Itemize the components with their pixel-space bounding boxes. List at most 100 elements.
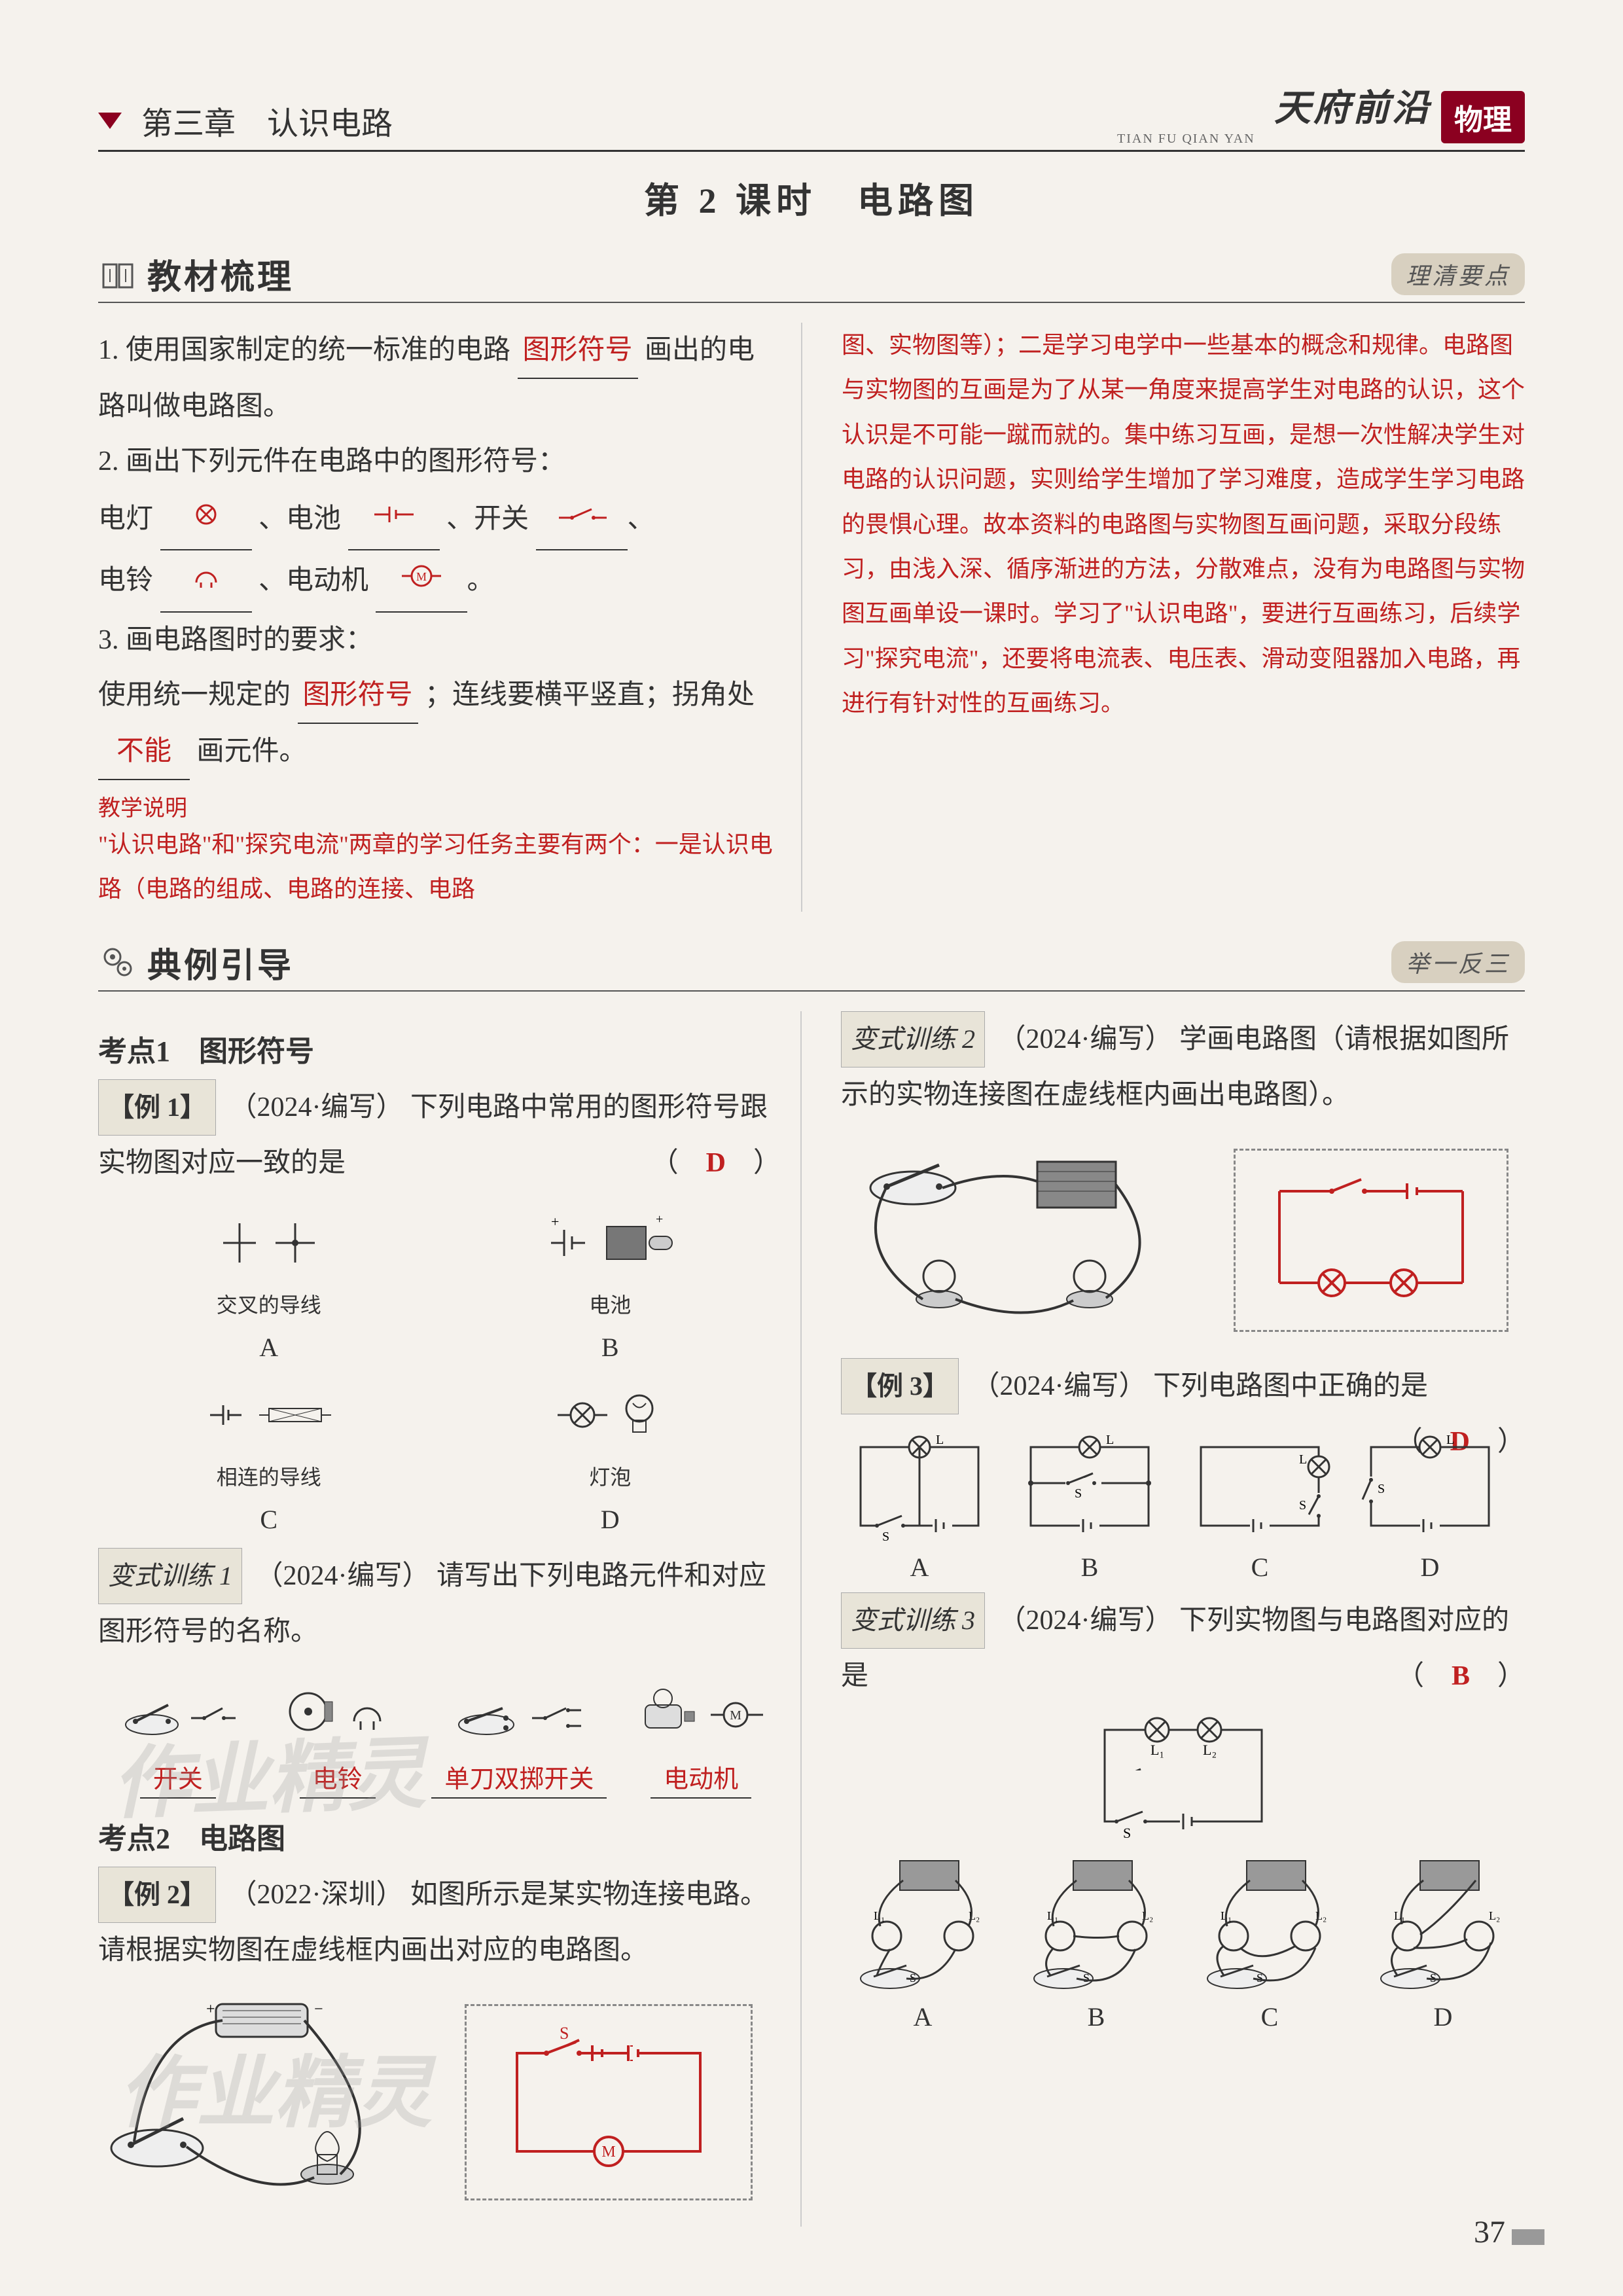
ex2-figures: +− — [98, 1991, 781, 2214]
circuit-answer-box — [1234, 1149, 1508, 1332]
section1-tag: 理清要点 — [1391, 253, 1525, 295]
brand-name: 天府前沿 — [1274, 79, 1431, 132]
text: 1. 使用国家制定的统一标准的电路 — [98, 335, 510, 365]
section1-title: 教材梳理 — [147, 249, 294, 298]
svg-text:+: + — [206, 2001, 215, 2018]
section2-header: 典例引导 举一反三 — [98, 938, 1525, 992]
answer: B — [1452, 1661, 1470, 1691]
svg-text:S: S — [1378, 1482, 1385, 1496]
switch-symbol — [536, 489, 628, 550]
caption: 交叉的导线 — [217, 1289, 321, 1319]
brand-pinyin: TIAN FU QIAN YAN — [1117, 132, 1255, 147]
triangle-marker-icon — [98, 113, 122, 129]
variant-label: 变式训练 3 — [841, 1592, 985, 1649]
text: 、开关 — [446, 504, 529, 534]
var3-options: L₁ L₂ S A L₁ L₂ S — [841, 1851, 1525, 2032]
circuit-diagram-b: L S — [1011, 1427, 1168, 1545]
review-content: 1. 使用国家制定的统一标准的电路 图形符号 画出的电路叫做电路图。 2. 画出… — [98, 323, 1525, 912]
physical-diagram-b: L₁ L₂ S — [1014, 1851, 1178, 1995]
svg-text:M: M — [730, 1708, 741, 1723]
caption: 灯泡 — [589, 1461, 631, 1491]
header-left: 第三章 认识电路 — [98, 98, 393, 143]
source: （2024·编写） — [230, 1092, 404, 1122]
lamp-symbol — [160, 489, 252, 550]
page-bar-icon — [1512, 2229, 1544, 2245]
text: 2. 画出下列元件在电路中的图形符号： — [98, 434, 781, 489]
bell-physical-icon — [272, 1672, 403, 1751]
text: 画元件。 — [197, 736, 307, 766]
svg-text:−: − — [314, 2001, 323, 2018]
ex3-options: L S A L — [841, 1427, 1395, 1583]
text: 电灯 — [98, 504, 153, 534]
svg-text:L₁: L₁ — [1394, 1909, 1405, 1922]
svg-text:S: S — [1257, 1971, 1263, 1984]
kaodian1: 考点1 图形符号 — [98, 1028, 781, 1069]
option-letter: D — [601, 1504, 620, 1535]
section2-title: 典例引导 — [147, 938, 294, 987]
option-letter: C — [260, 1504, 277, 1535]
svg-text:L₂: L₂ — [1203, 1742, 1217, 1758]
svg-text:S: S — [1299, 1498, 1306, 1513]
text: 3. 画电路图时的要求： — [98, 613, 781, 668]
svg-text:S: S — [1430, 1971, 1436, 1984]
circuit-answer-box: S M — [465, 2004, 753, 2200]
svg-text:+: + — [551, 1213, 559, 1230]
source: （2024·编写） — [972, 1371, 1147, 1401]
review-item3: 3. 画电路图时的要求： 使用统一规定的 图形符号 ；连线要横平竖直；拐角处 不… — [98, 613, 781, 780]
option-letter: C — [1261, 2001, 1279, 2032]
teaching-note-right: 图、实物图等）；二是学习电学中一些基本的概念和规律。电路图与实物图的互画是为了从… — [842, 323, 1525, 726]
kaodian2: 考点2 电路图 — [98, 1815, 781, 1857]
answer: D — [706, 1148, 726, 1178]
reference-circuit-diagram: L₁ L₂ S — [1079, 1710, 1288, 1841]
motor-physical-icon: M — [635, 1672, 766, 1751]
source: （2024·编写） — [999, 1024, 1173, 1054]
bell-symbol — [160, 550, 252, 612]
svg-text:M: M — [601, 2144, 615, 2161]
examples-content: 考点1 图形符号 【例 1】 （2024·编写） 下列电路中常用的图形符号跟实物… — [98, 1011, 1525, 2227]
chapter-title: 第三章 认识电路 — [141, 98, 393, 143]
answer-paren: （ D ） — [651, 1136, 781, 1191]
ex1-options-row2: 相连的导线 C 灯泡 D — [98, 1376, 781, 1535]
header-right: 天府前沿 TIAN FU QIAN YAN 物理 — [1274, 79, 1525, 143]
blank-answer: 图形符号 — [298, 668, 418, 724]
variant2: 变式训练 2 （2024·编写） 学画电路图（请根据如图所示的实物连接图在虚线框… — [841, 1011, 1525, 1122]
physical-diagram-a: L₁ L₂ S — [841, 1851, 1005, 1995]
svg-text:M: M — [416, 570, 427, 583]
circuit-diagram-d: L S — [1351, 1427, 1508, 1545]
var1-components: 开关 电铃 — [98, 1672, 781, 1799]
caption: 电池 — [589, 1289, 631, 1319]
gear-icon — [98, 942, 137, 982]
ex1-options-row1: 交叉的导线 A + + 电池 B — [98, 1204, 781, 1363]
example-label: 【例 1】 — [98, 1079, 216, 1136]
option-letter: A — [910, 1552, 929, 1583]
physical-diagram-d: L₁ L₂ S — [1361, 1851, 1525, 1995]
option-letter: D — [1421, 1552, 1440, 1583]
example1: 【例 1】 （2024·编写） 下列电路中常用的图形符号跟实物图对应一致的是 （… — [98, 1079, 781, 1191]
physical-circuit-icon: +− — [98, 1991, 438, 2214]
section1-header: 教材梳理 理清要点 — [98, 249, 1525, 303]
svg-text:L: L — [1446, 1433, 1454, 1447]
example2: 【例 2】 （2022·深圳） 如图所示是某实物连接电路。请根据实物图在虚线框内… — [98, 1867, 781, 1978]
example-label: 【例 3】 — [841, 1358, 959, 1414]
var3-reference-circuit: L₁ L₂ S — [841, 1710, 1525, 1841]
option-letter: B — [1088, 2001, 1105, 2032]
source: （2024·编写） — [256, 1561, 430, 1591]
component-answer: 电铃 — [300, 1759, 376, 1799]
physical-diagram-c: L₁ L₂ S — [1188, 1851, 1351, 1995]
svg-text:L: L — [1106, 1433, 1114, 1447]
switch-physical-icon — [113, 1672, 243, 1751]
component-answer: 单刀双掷开关 — [431, 1759, 607, 1799]
example3: 【例 3】 （2024·编写） 下列电路图中正确的是 （ D ） — [841, 1358, 1525, 1414]
var2-figures — [841, 1136, 1525, 1345]
teaching-note-left: "认识电路"和"探究电流"两章的学习任务主要有两个：一是认识电路（电路的组成、电… — [98, 822, 781, 912]
svg-text:L: L — [936, 1433, 944, 1447]
physical-circuit-icon — [841, 1136, 1207, 1345]
circuit-diagram-a: L S — [841, 1427, 998, 1545]
variant1: 变式训练 1 （2024·编写） 请写出下列电路元件和对应图形符号的名称。 — [98, 1548, 781, 1659]
source: （2024·编写） — [999, 1605, 1173, 1636]
caption: 相连的导线 — [217, 1461, 321, 1491]
blank-answer: 图形符号 — [518, 323, 638, 379]
motor-symbol: M — [376, 550, 467, 612]
component-answer: 电动机 — [651, 1759, 751, 1799]
section2-tag: 举一反三 — [1391, 941, 1525, 983]
